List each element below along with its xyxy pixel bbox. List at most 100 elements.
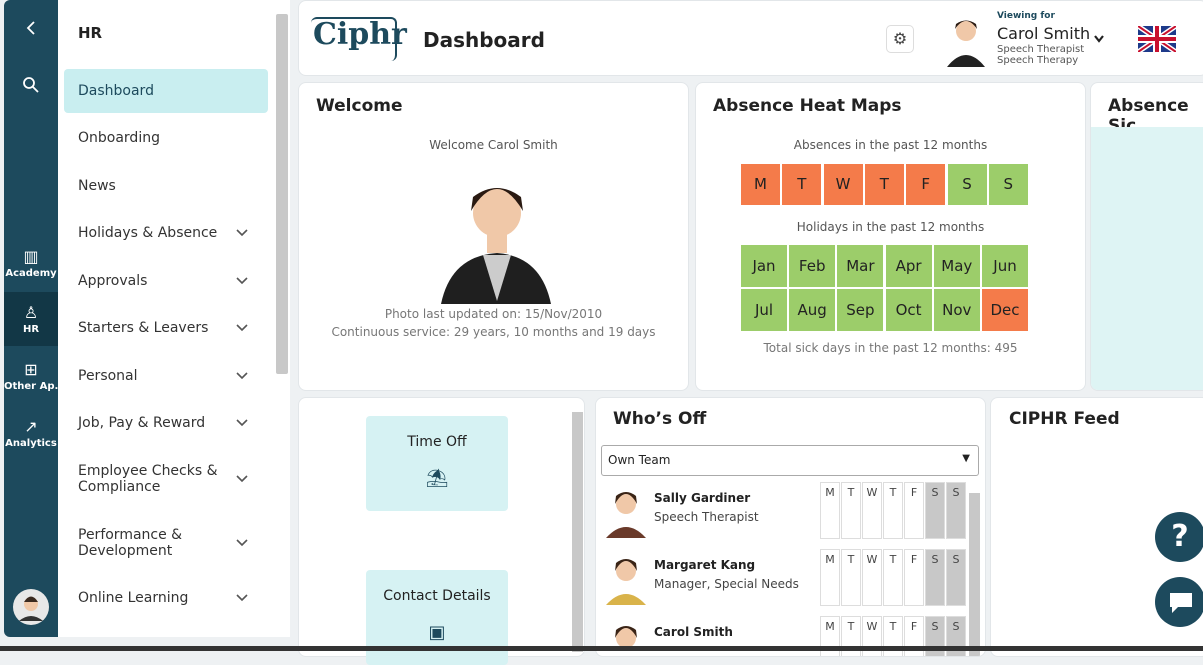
month-cell: Nov — [932, 288, 981, 332]
hr-selected-bg — [4, 292, 58, 346]
day-column: M — [820, 482, 840, 539]
scrollbar[interactable] — [276, 14, 288, 374]
menu-item[interactable]: Employee Checks & Compliance — [64, 457, 268, 501]
absence-sickness-card: Absence Sic — [1090, 82, 1203, 391]
chevron — [236, 372, 248, 380]
person-role: Speech Therapist — [654, 510, 759, 524]
menu-item[interactable]: Starters & Leavers — [64, 306, 268, 350]
day-column: S — [946, 549, 966, 606]
month-cell: Aug — [788, 288, 837, 332]
whos-off-card: Who’s Off Own Team ▼ Sally Gardiner Speec… — [595, 397, 986, 657]
day-cell: M — [740, 163, 781, 206]
service: Continuous service: 29 years, 10 months … — [331, 325, 656, 339]
rail-icon: ♙ — [23, 303, 39, 322]
help-button[interactable]: ? — [1155, 512, 1203, 562]
page-title: Dashboard — [423, 28, 545, 52]
month-cell: Feb — [788, 244, 837, 288]
language-flag[interactable] — [1138, 26, 1176, 52]
total-sick-days: Total sick days in the past 12 months: 4… — [763, 341, 1018, 355]
person-name[interactable]: Sally Gardiner — [654, 491, 751, 505]
menu-item[interactable]: Job, Pay & Reward — [64, 401, 268, 445]
user-name: Carol Smith — [997, 24, 1091, 43]
month-cell: Jan — [740, 244, 788, 288]
avatar[interactable] — [13, 589, 49, 625]
card-title: Absence Heat Maps — [713, 96, 902, 116]
filter-value: Own Team — [608, 453, 671, 467]
menu-item[interactable]: News — [64, 164, 268, 208]
menu-item[interactable]: Dashboard — [64, 69, 268, 113]
person-photo — [606, 559, 646, 605]
chat-button[interactable] — [1155, 577, 1203, 627]
menu-item[interactable]: Holidays & Absence — [64, 211, 268, 255]
team-filter[interactable]: Own Team ▼ — [601, 445, 979, 476]
rail-label[interactable]: Analytics — [5, 438, 57, 449]
menu-item[interactable]: Online Learning — [64, 576, 268, 620]
day-column: S — [925, 482, 945, 539]
day-column: T — [841, 549, 861, 606]
menu-label: Employee Checks & Compliance — [78, 463, 218, 495]
rail-label[interactable]: Academy — [5, 268, 57, 279]
user-department: Speech Therapy — [997, 55, 1079, 66]
search-button[interactable] — [22, 76, 40, 94]
scrollbar[interactable] — [969, 493, 980, 656]
day-column: S — [946, 482, 966, 539]
day-cell: S — [946, 163, 988, 206]
month-cell: Jun — [981, 244, 1029, 288]
logo[interactable] — [311, 17, 397, 61]
day-cell: T — [781, 163, 823, 206]
user-photo — [945, 13, 987, 67]
tile-label: Contact Details — [383, 588, 491, 604]
holidays-caption: Holidays in the past 12 months — [796, 220, 985, 234]
rail-label[interactable]: HR — [22, 324, 40, 335]
day-column: T — [841, 482, 861, 539]
person-name[interactable]: Margaret Kang — [654, 558, 756, 572]
menu-label: Approvals — [78, 273, 148, 289]
card-title: Welcome — [316, 96, 403, 116]
menu-item[interactable]: Onboarding — [64, 116, 268, 160]
day-column: F — [904, 482, 924, 539]
person-name[interactable]: Carol Smith — [654, 625, 733, 639]
menu-item[interactable]: Personal — [64, 354, 268, 398]
menu-item[interactable]: Approvals — [64, 259, 268, 303]
chevron — [236, 594, 248, 602]
menu-label: Performance & Development — [78, 527, 183, 559]
filter-arrow: ▼ — [962, 453, 970, 464]
chevron — [236, 324, 248, 332]
tile-label: Time Off — [407, 434, 467, 450]
settings-button[interactable]: ⚙ — [886, 25, 914, 53]
back-button[interactable] — [24, 20, 38, 36]
day-column: F — [904, 549, 924, 606]
rail-icon: ⊞ — [24, 360, 38, 379]
menu-label: News — [78, 178, 116, 194]
rail-icon: ▥ — [23, 247, 39, 266]
menu-label: Personal — [78, 368, 138, 384]
welcome-card: Welcome Welcome Carol Smith Photo last u… — [298, 82, 689, 391]
month-cell: Oct — [884, 288, 933, 332]
greeting: Welcome Carol Smith — [429, 138, 558, 152]
user-menu-chevron[interactable] — [1093, 34, 1105, 44]
month-cell: Sep — [836, 288, 885, 332]
menu-label: Starters & Leavers — [78, 320, 209, 336]
month-cell: May — [932, 244, 981, 288]
logo-text: Ciphr — [313, 17, 407, 52]
person-role: Manager, Special Needs — [654, 577, 799, 591]
rail-label[interactable]: Other Ap... — [4, 381, 58, 392]
month-cell: Apr — [884, 244, 933, 288]
day-column: T — [883, 482, 903, 539]
month-cell: Dec — [981, 288, 1029, 332]
rail-icon: ↗ — [24, 417, 38, 436]
day-column: W — [862, 482, 882, 539]
chevron — [236, 419, 248, 427]
menu-item[interactable]: Performance & Development — [64, 521, 268, 565]
heat-map-card: Absence Heat Maps Absences in the past 1… — [695, 82, 1086, 391]
month-cell: Jul — [740, 288, 788, 332]
photo-updated: Photo last updated on: 15/Nov/2010 — [384, 307, 603, 321]
chevron — [236, 475, 248, 483]
quick-link-tile[interactable]: Time Off ⛱ — [366, 416, 508, 511]
chevron — [236, 229, 248, 237]
menu-label: Dashboard — [78, 83, 154, 99]
scrollbar[interactable] — [572, 412, 583, 652]
user-role: Speech Therapist — [997, 44, 1085, 55]
tile-icon: ▣ — [428, 622, 446, 643]
